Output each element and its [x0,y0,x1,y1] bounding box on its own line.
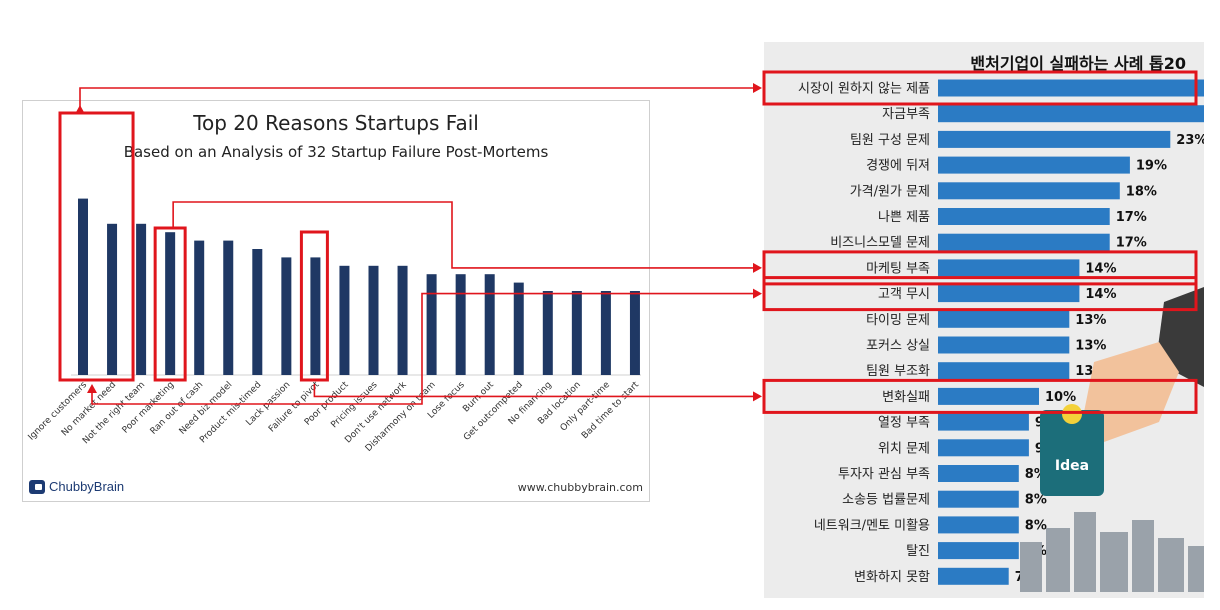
bar [310,257,321,375]
bar [938,490,1019,508]
bar [938,413,1029,431]
connector-arrow [753,262,762,273]
bar [252,249,263,375]
bar [107,223,118,375]
x-tick-label: Only part-time [559,380,613,434]
value-label: 13% [1075,339,1106,354]
bar [484,274,495,375]
bar [938,130,1171,148]
value-label: 8% [1025,493,1047,508]
value-label: 14% [1085,287,1116,302]
bar [938,182,1120,200]
category-label: 변화하지 못함 [854,570,930,585]
bar [571,291,582,375]
bar [938,259,1080,277]
bar [600,291,611,375]
bar [281,257,292,375]
connector-arrow [753,288,762,299]
category-label: 포커스 상실 [866,339,930,354]
bar [397,265,408,375]
category-label: 경쟁에 뒤져 [866,159,930,174]
category-label: 비즈니스모델 문제 [830,236,930,251]
category-label: 타이밍 문제 [866,313,930,328]
x-tick-label: Poor marketing [121,380,177,436]
value-label: 18% [1126,184,1157,199]
bar [938,387,1039,405]
bar [165,232,176,375]
category-label: 소송등 법률문제 [842,493,930,508]
value-label: 8% [1025,518,1047,533]
x-tick-label: No market need [60,380,118,438]
bar [455,274,466,375]
category-label: 시장이 원하지 않는 제품 [798,82,930,97]
bar [938,310,1070,328]
logo-text: ChubbyBrain [49,479,125,494]
bar [78,198,88,375]
chubbybrain-logo: ChubbyBrain [29,479,124,494]
bar [938,208,1110,225]
bar [938,439,1029,457]
value-label: 14% [1085,261,1116,276]
left-chart-panel: Ignore customers No market need Not the ri… [22,100,650,502]
connector-arrow [753,391,762,402]
value-label: 13% [1075,313,1106,328]
bar [339,265,350,375]
category-label: 마케팅 부족 [866,261,930,276]
category-label: 열정 부족 [878,416,930,431]
chubbybrain-logo-icon [29,479,45,494]
bar [938,336,1070,354]
value-label: 19% [1136,159,1167,174]
right-chart-title: 밴처기업이 실패하는 사례 톱20 [970,54,1186,73]
bar [136,223,147,375]
x-tick-label: Failure to pivot [267,380,322,435]
category-label: 네트워크/멘토 미활용 [814,518,930,533]
bar [368,265,379,375]
x-tick-label: Bad time to start [580,380,641,441]
bar [938,516,1019,534]
bar [194,240,205,375]
value-label: 10% [1045,390,1076,405]
bar [938,105,1204,123]
bar [938,567,1009,585]
category-label: 자금부족 [882,107,930,122]
bar [938,233,1110,251]
category-label: 변화실패 [882,390,930,405]
bar [938,79,1204,97]
bar [513,282,524,375]
source-url: www.chubbybrain.com [517,481,643,494]
bar [938,285,1080,303]
bar [938,362,1070,380]
category-label: 팀원 구성 문제 [850,133,930,148]
category-label: 탈진 [906,544,930,559]
bar [938,465,1019,482]
bar [426,274,437,375]
puzzle-label: Idea [1055,458,1089,474]
value-label: 17% [1116,210,1147,225]
x-tick-label: Need biz model [178,380,235,437]
bar [223,240,234,375]
bar [938,542,1019,560]
bar [938,156,1130,174]
category-label: 투자자 관심 부족 [838,467,930,482]
category-label: 고객 무시 [878,287,930,302]
city-buildings-icon [1020,512,1204,592]
category-label: 가격/원가 문제 [850,184,930,199]
x-tick-label: Ran out of cash [149,380,206,437]
value-label: 23% [1176,133,1204,148]
left-chart-title: Top 20 Reasons Startups Fail [193,111,479,135]
puzzle-idea-icon: Idea [1040,404,1104,496]
category-label: 나쁜 제품 [878,210,930,225]
category-label: 위치 문제 [878,441,930,456]
value-label: 17% [1116,236,1147,251]
left-chart-subtitle: Based on an Analysis of 32 Startup Failu… [123,143,549,161]
category-label: 팀원 부조화 [866,364,930,379]
bar [542,291,553,375]
bar [629,291,640,375]
connector-arrow [753,83,762,93]
